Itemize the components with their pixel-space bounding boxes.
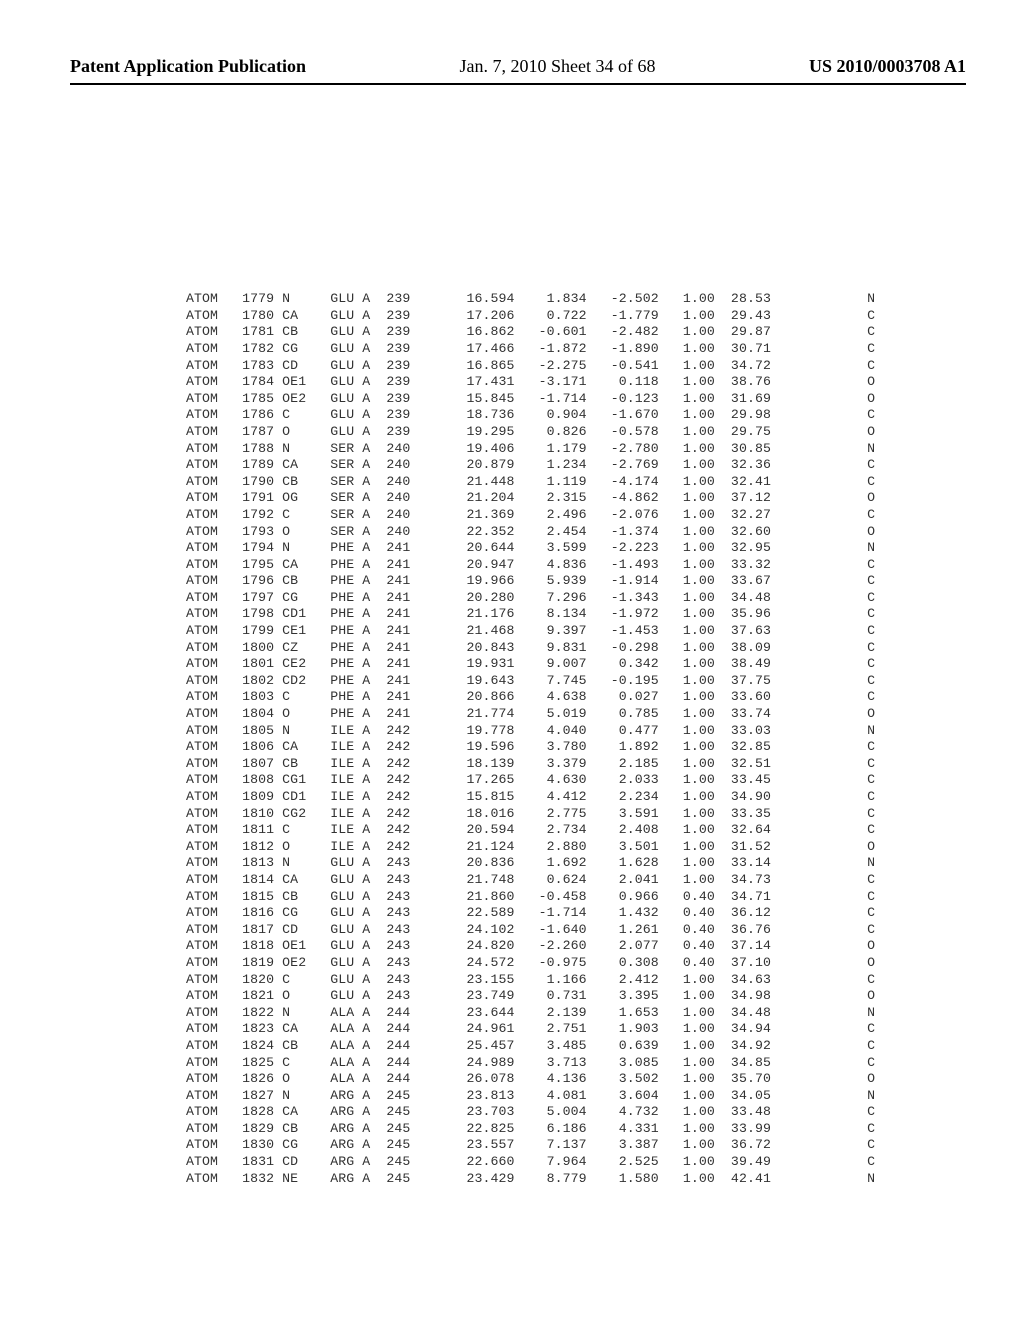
header-center: Jan. 7, 2010 Sheet 34 of 68	[460, 56, 656, 77]
header-right: US 2010/0003708 A1	[809, 56, 966, 77]
page: Patent Application Publication Jan. 7, 2…	[0, 0, 1024, 1320]
header-row: Patent Application Publication Jan. 7, 2…	[70, 56, 966, 77]
header-left: Patent Application Publication	[70, 56, 306, 77]
pdb-atom-table: ATOM 1779 N GLU A 239 16.594 1.834 -2.50…	[0, 291, 1024, 1187]
page-header: Patent Application Publication Jan. 7, 2…	[0, 56, 1024, 85]
header-rule	[70, 83, 966, 85]
